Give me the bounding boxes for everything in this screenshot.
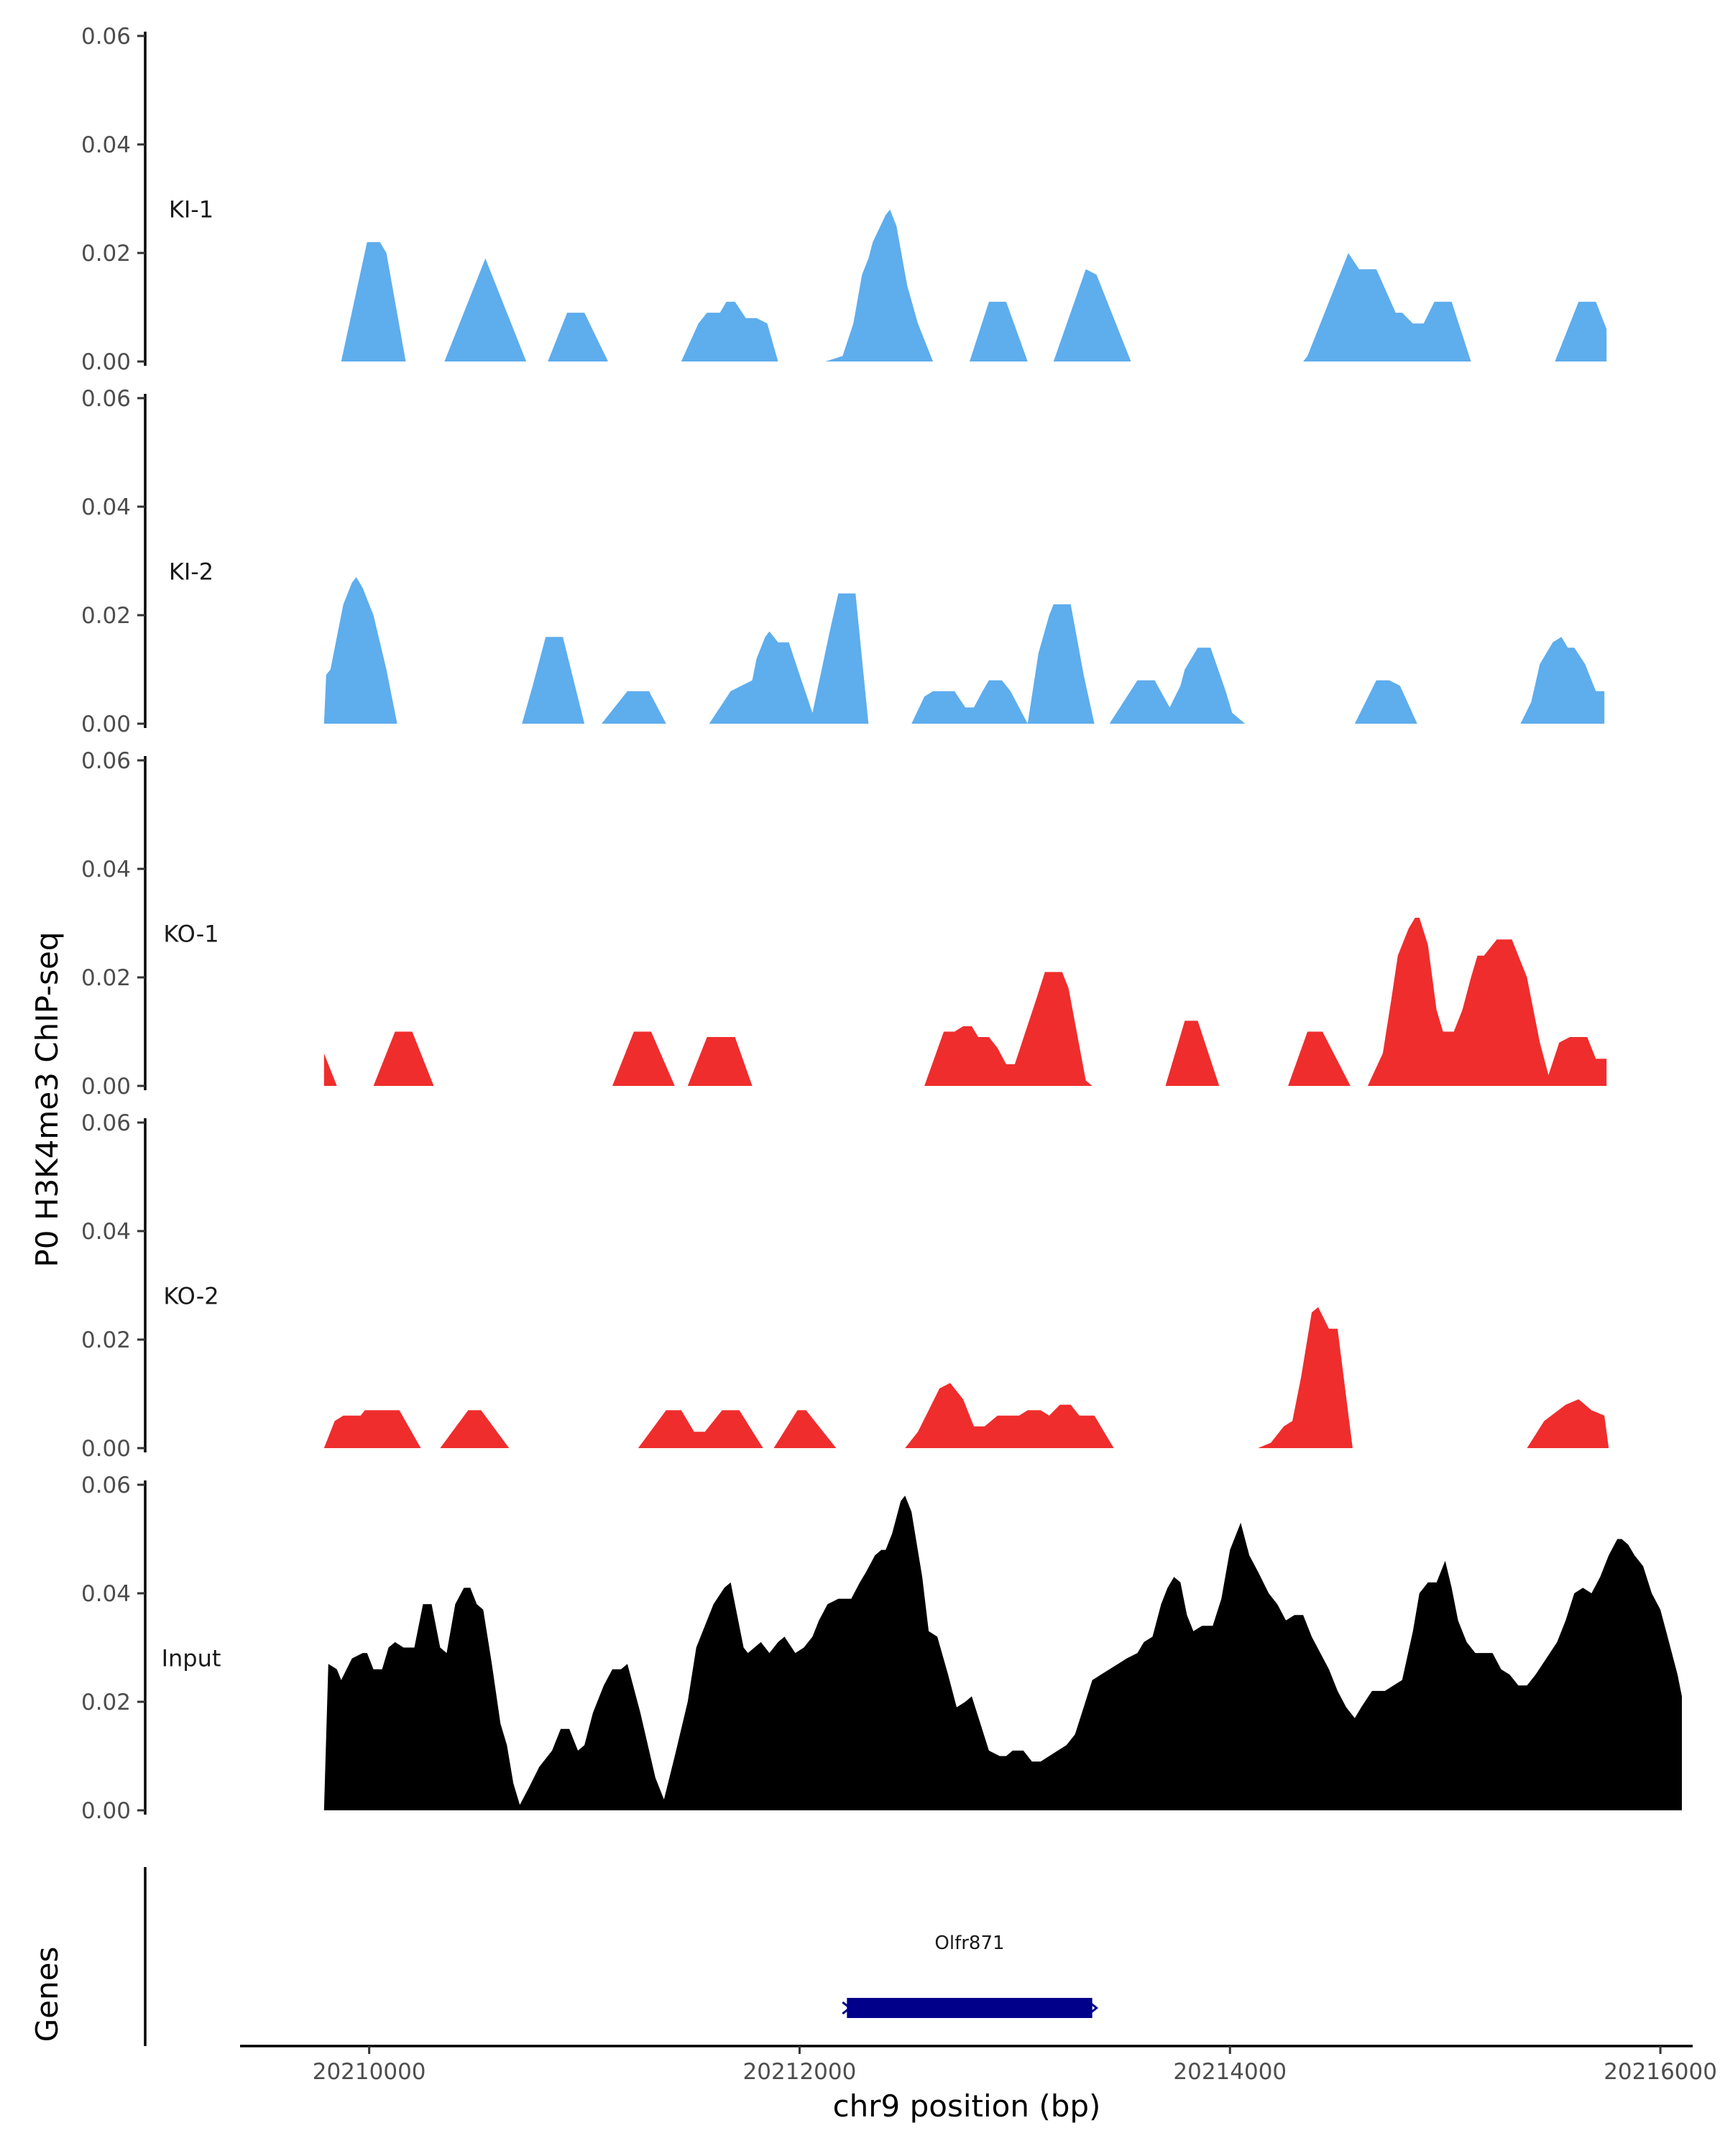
coverage-area-ko-2-6	[1258, 1307, 1353, 1448]
coverage-area-ki-2-2	[522, 637, 585, 724]
coverage-area-ki-2-7	[1354, 680, 1417, 724]
y-tick-label: 0.06	[81, 1110, 131, 1136]
genes-axis-title: Genes	[29, 1947, 65, 2042]
coverage-area-ko-1-8	[1367, 918, 1607, 1086]
coverage-area-ki-1-1	[341, 241, 406, 361]
track-label-ki-1: KI-1	[169, 196, 213, 224]
y-tick-label: 0.02	[81, 1327, 131, 1353]
y-tick-label: 0.00	[81, 711, 131, 737]
coverage-area-ki-1-6	[970, 301, 1028, 361]
coverage-area-ko-1-3	[612, 1031, 675, 1086]
coverage-area-ki-2-1	[323, 577, 397, 724]
y-tick-label: 0.06	[81, 748, 131, 774]
gene-bar-olfr871	[847, 1998, 1092, 2018]
coverage-area-ki-2-8	[1520, 637, 1605, 724]
y-tick-label: 0.06	[81, 24, 131, 50]
y-tick-label: 0.00	[81, 1436, 131, 1462]
x-tick-label: 20210000	[313, 2059, 426, 2085]
coverage-area-ki-2-5	[911, 604, 1095, 724]
coverage-area-ko-2-5	[905, 1383, 1114, 1448]
y-tick-label: 0.02	[81, 965, 131, 991]
y-tick-label: 0.00	[81, 349, 131, 375]
coverage-area-ki-1-5	[825, 209, 934, 361]
track-ko-1: 0.00 0.02 0.04 0.06 KO-1	[81, 748, 1607, 1100]
x-tick-label: 20216000	[1604, 2059, 1717, 2085]
coverage-area-ko-1-1	[323, 1053, 337, 1086]
coverage-area-ko-2-7	[1527, 1399, 1609, 1448]
coverage-area-ki-1-7	[1053, 269, 1131, 361]
y-tick-label: 0.06	[81, 1473, 131, 1498]
coverage-area-ki-2-4	[709, 593, 869, 724]
coverage-area-ki-1-3	[548, 313, 608, 361]
y-tick-label: 0.04	[81, 857, 131, 883]
coverage-area-ko-2-3	[638, 1410, 763, 1448]
y-axis-title: P0 H3K4me3 ChIP-seq	[29, 931, 65, 1267]
coverage-area-ko-2-4	[773, 1410, 837, 1448]
track-label-ko-1: KO-1	[163, 921, 218, 948]
y-tick-label: 0.04	[81, 1219, 131, 1245]
track-input: 0.00 0.02 0.04 0.06 Input	[81, 1473, 1682, 1824]
coverage-area-ko-1-2	[373, 1031, 434, 1086]
track-label-ko-2: KO-2	[163, 1283, 218, 1310]
x-axis-title: chr9 position (bp)	[833, 2088, 1101, 2124]
track-label-ki-2: KI-2	[169, 558, 213, 586]
coverage-area-ko-1-5	[924, 972, 1092, 1086]
coverage-area-ko-2-2	[440, 1410, 510, 1448]
gene-strand-marker	[1088, 2001, 1099, 2015]
track-label-input: Input	[162, 1645, 221, 1672]
y-tick-label: 0.04	[81, 1581, 131, 1607]
gene-label-olfr871: Olfr871	[934, 1932, 1004, 1954]
gene-strand-marker	[842, 2001, 852, 2015]
coverage-area-ki-2-6	[1109, 648, 1246, 724]
coverage-area-ki-2-3	[602, 691, 666, 724]
y-tick-label: 0.02	[81, 603, 131, 629]
y-tick-label: 0.04	[81, 494, 131, 520]
coverage-area-ko-1-7	[1288, 1031, 1351, 1086]
track-ko-2: 0.00 0.02 0.04 0.06 KO-2	[81, 1110, 1609, 1462]
tracks-layer: 0.00 0.02 0.04 0.06 KI-1 0.00 0.02 0.04 0.06 KI-2…	[81, 24, 1682, 1824]
coverage-area-ko-1-6	[1165, 1021, 1220, 1086]
track-ki-1: 0.00 0.02 0.04 0.06 KI-1	[81, 24, 1607, 375]
coverage-area-ki-1-4	[681, 301, 778, 361]
coverage-area-ko-1-4	[687, 1037, 753, 1086]
coverage-area-ko-2-1	[323, 1410, 421, 1448]
x-axis: 20210000 20212000 20214000 20216000	[240, 2045, 1717, 2085]
coverage-area-input-1	[323, 1496, 1682, 1810]
x-tick-label: 20212000	[743, 2059, 857, 2085]
track-ki-2: 0.00 0.02 0.04 0.06 KI-2	[81, 386, 1605, 737]
y-tick-label: 0.02	[81, 241, 131, 267]
genes-panel: Olfr871	[144, 1867, 1099, 2046]
coverage-area-ki-1-8	[1303, 253, 1471, 361]
coverage-area-ki-1-9	[1555, 301, 1607, 361]
y-tick-label: 0.00	[81, 1798, 131, 1824]
y-tick-label: 0.00	[81, 1074, 131, 1100]
y-tick-label: 0.02	[81, 1690, 131, 1715]
y-tick-label: 0.06	[81, 386, 131, 412]
x-tick-label: 20214000	[1173, 2059, 1287, 2085]
coverage-area-ki-1-2	[444, 258, 527, 361]
y-tick-label: 0.04	[81, 132, 131, 158]
